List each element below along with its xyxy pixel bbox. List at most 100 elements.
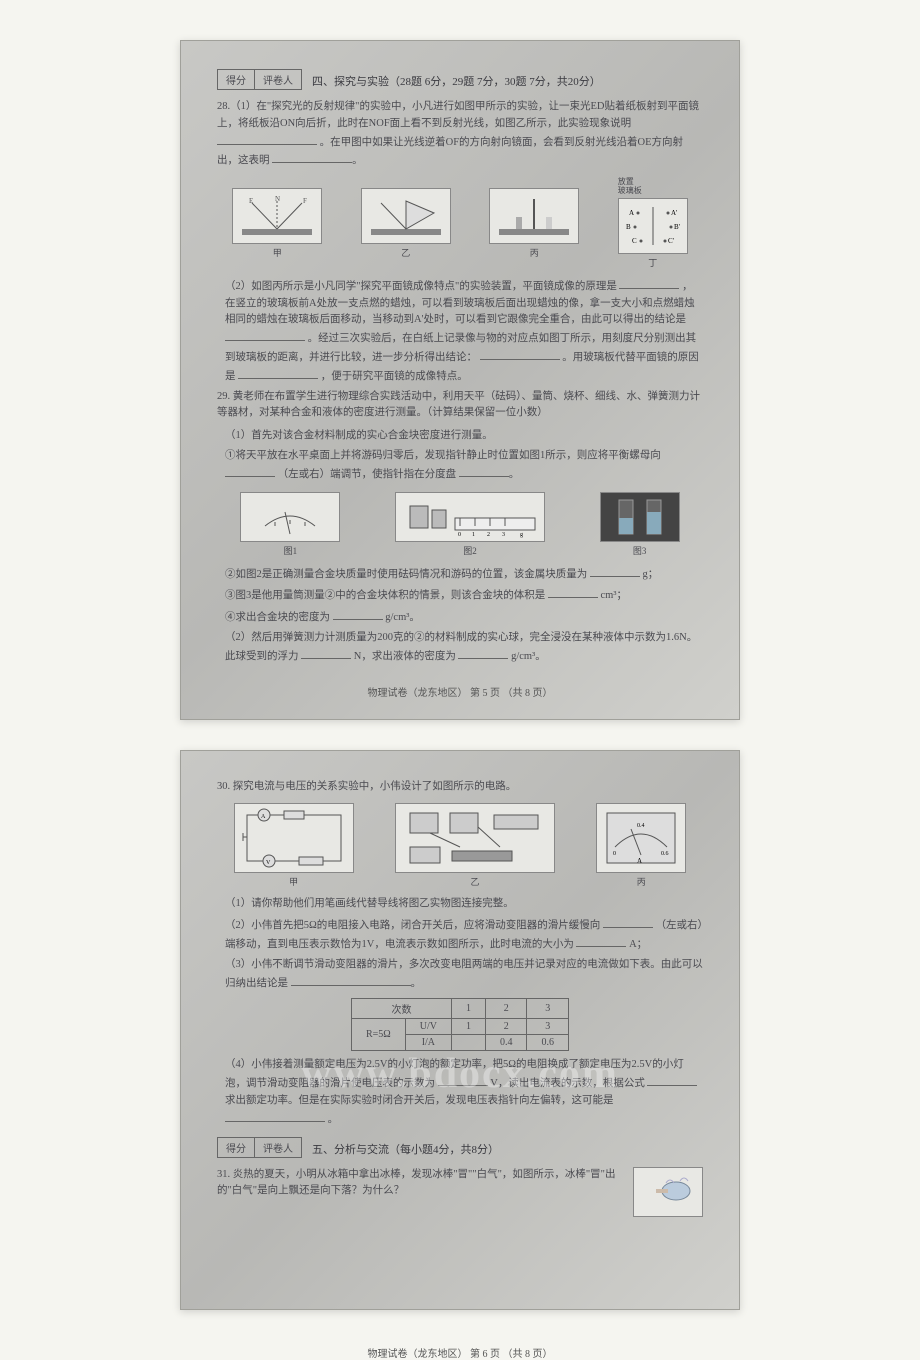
circuit-label-jia: 甲 (234, 875, 354, 888)
q30-sub4-tail2: 求出额定功率。但是在实际实验时闭合开关后，发现电压表指针向左偏转，这可能是 (225, 1095, 614, 1106)
td-i1 (451, 1035, 485, 1051)
q30-sub4-tail3: 。 (328, 1114, 339, 1125)
td-v2: 2 (485, 1019, 527, 1035)
q30-sub2-blank (603, 916, 653, 928)
q29-sub1-2-t: ②如图2是正确测量合金块质量时使用砝码情况和游码的位置，该金属块质量为 (225, 569, 587, 580)
q28-sub2: （2）如图丙所示是小凡同学"探究平面镜成像特点"的实验装置，平面镜成像的原理是 … (217, 277, 703, 386)
q28-text-1: 28.（1）在"探究光的反射规律"的实验中，小凡进行如图甲所示的实验，让一束光E… (217, 101, 699, 129)
svg-text:A: A (629, 209, 634, 217)
section-5-title: 五、分析与交流（每小题4分，共8分） (312, 1141, 499, 1157)
mirror-image-diagram-icon (494, 193, 574, 239)
svg-text:B: B (626, 223, 631, 231)
header-row-p5: 得分 评卷人 四、探究与实验（28题 6分，29题 7分，30题 7分，共20分… (217, 69, 703, 95)
q30-sub4-blank2 (647, 1074, 697, 1086)
diagram-bing-wrap: 丙 (489, 188, 579, 259)
q29-sub1-2-blank (590, 565, 640, 577)
q28-sub2-t1: （2）如图丙所示是小凡同学"探究平面镜成像特点"的实验装置，平面镜成像的原理是 (225, 281, 617, 292)
q29-sub1-4-tail: g/cm³。 (385, 612, 420, 623)
q28-stem: 28.（1）在"探究光的反射规律"的实验中，小凡进行如图甲所示的实验，让一束光E… (217, 99, 703, 170)
circuit-jia-wrap: A V 甲 (234, 803, 354, 888)
circuit-yi (395, 803, 555, 873)
diagram-yi-wrap: 乙 (361, 188, 451, 259)
q29-stem: 29. 黄老师在布置学生进行物理综合实践活动中，利用天平（砝码）、量筒、烧杯、细… (217, 389, 703, 423)
page6-footer: 物理试卷（龙东地区） 第 6 页 （共 8 页） (217, 1345, 703, 1360)
q30-sub1: （1）请你帮助他们用笔画线代替导线将图乙实物图连接完整。 (217, 896, 703, 913)
q28-sub2-blank4 (238, 367, 318, 379)
q28-sub2-blank1 (619, 277, 679, 289)
circuit-physical-icon (400, 807, 550, 869)
svg-text:E: E (249, 197, 253, 205)
q30-sub3-blank (291, 974, 411, 986)
th-1: 1 (451, 999, 485, 1019)
table-row: R=5Ω U/V 1 2 3 (352, 1019, 569, 1035)
svg-text:0: 0 (458, 532, 461, 538)
score-label-2: 评卷人 (255, 70, 301, 89)
fig-label-3: 图3 (600, 544, 680, 557)
diagram-jia-wrap: N E F 甲 (232, 188, 322, 259)
circuit-jia: A V (234, 803, 354, 873)
weights-ruler-icon: 0 1 2 3 g (400, 496, 540, 538)
circuit-label-yi: 乙 (395, 875, 555, 888)
svg-text:0.4: 0.4 (637, 823, 645, 829)
q30-sub2-tail2: A； (629, 939, 647, 950)
q30-sub4-blank3 (225, 1110, 325, 1122)
points-diagram-icon: A A' B B' C C' (623, 203, 683, 249)
q29-sub1-3-t: ③图3是他用量筒测量②中的合金块体积的情景，则该合金块的体积是 (225, 590, 545, 601)
fig-label-bing: 丙 (489, 246, 579, 259)
score-box-p6: 得分 评卷人 (217, 1137, 302, 1158)
q28-sub2-t5: ，便于研究平面镜的成像特点。 (321, 371, 468, 382)
q29-sub2-blank (301, 647, 351, 659)
fig-label-2: 图2 (395, 544, 545, 557)
circuit-bing-wrap: 0 0.4 0.6 A 丙 (596, 803, 686, 888)
td-v1: 1 (451, 1019, 485, 1035)
q29-sub2-tail2: g/cm³。 (511, 651, 546, 662)
section-4-title: 四、探究与实验（28题 6分，29题 7分，30题 7分，共20分） (312, 73, 601, 89)
q29-sub1-2: ②如图2是正确测量合金块质量时使用砝码情况和游码的位置，该金属块质量为 g； (217, 565, 703, 584)
score-box-p5: 得分 评卷人 (217, 69, 302, 90)
svg-text:A': A' (671, 209, 677, 217)
diagram-fig2-wrap: 0 1 2 3 g 图2 (395, 492, 545, 557)
diagram-yi (361, 188, 451, 244)
q31-row: 31. 炎热的夏天，小明从冰箱中拿出冰棒，发现冰棒"冒""白气"，如图所示，冰棒… (217, 1167, 703, 1217)
q28-diagrams: N E F 甲 乙 (217, 178, 703, 269)
q29-sub1-2-tail: g； (643, 569, 659, 580)
exam-page-5: 得分 评卷人 四、探究与实验（28题 6分，29题 7分，30题 7分，共20分… (180, 40, 740, 720)
td-ia: I/A (405, 1035, 451, 1051)
diagram-fig3-wrap: 图3 (600, 492, 680, 557)
circuit-yi-wrap: 乙 (395, 803, 555, 888)
q29-sub1-1-t: ①将天平放在水平桌面上并将游码归零后，发现指针静止时位置如图1所示，则应将平衡螺… (225, 450, 661, 461)
q29-sub1-1-blank (225, 465, 275, 477)
svg-text:3: 3 (502, 532, 505, 538)
svg-text:A: A (261, 814, 266, 820)
fig-label-1: 图1 (240, 544, 340, 557)
q30-sub2: （2）小伟首先把5Ω的电阻接入电路，闭合开关后，应将滑动变阻器的滑片缓慢向 （左… (217, 916, 703, 954)
q29-diagrams: 图1 0 1 2 3 g 图2 (217, 492, 703, 557)
q29-sub1-4-t: ④求出合金块的密度为 (225, 612, 330, 623)
q30-stem: 30. 探究电流与电压的关系实验中，小伟设计了如图所示的电路。 (217, 779, 703, 796)
q30-sub4: （4）小伟接着测量额定电压为2.5V的小灯泡的额定功率，把5Ω的电阻换成了额定电… (217, 1057, 703, 1128)
q28-sub2-blank2 (225, 329, 305, 341)
diagram-fig1 (240, 492, 340, 542)
td-uv: U/V (405, 1019, 451, 1035)
q29-sub1-4-blank (333, 608, 383, 620)
circuit-schematic-icon: A V (239, 807, 349, 869)
fold-diagram-icon (366, 193, 446, 239)
fig-label-jia: 甲 (232, 246, 322, 259)
q29-sub1-4: ④求出合金块的密度为 g/cm³。 (217, 608, 703, 627)
th-2: 2 (485, 999, 527, 1019)
td-i3: 0.6 (527, 1035, 569, 1051)
svg-text:0.6: 0.6 (661, 851, 669, 857)
svg-text:1: 1 (472, 532, 475, 538)
svg-text:N: N (275, 195, 280, 203)
circuit-label-bing: 丙 (596, 875, 686, 888)
svg-text:A: A (637, 857, 642, 865)
svg-text:C': C' (668, 237, 674, 245)
td-v3: 3 (527, 1019, 569, 1035)
blank-space (217, 1217, 703, 1327)
q29-sub1: （1）首先对该合金材料制成的实心合金块密度进行测量。 (217, 428, 703, 445)
diagram-ding-side: 放置 玻璃板 (618, 178, 688, 196)
q29-sub1-3: ③图3是他用量筒测量②中的合金块体积的情景，则该合金块的体积是 cm³； (217, 586, 703, 605)
svg-text:g: g (520, 532, 523, 538)
diagram-ding: A A' B B' C C' (618, 198, 688, 254)
table-row: 次数 1 2 3 (352, 999, 569, 1019)
